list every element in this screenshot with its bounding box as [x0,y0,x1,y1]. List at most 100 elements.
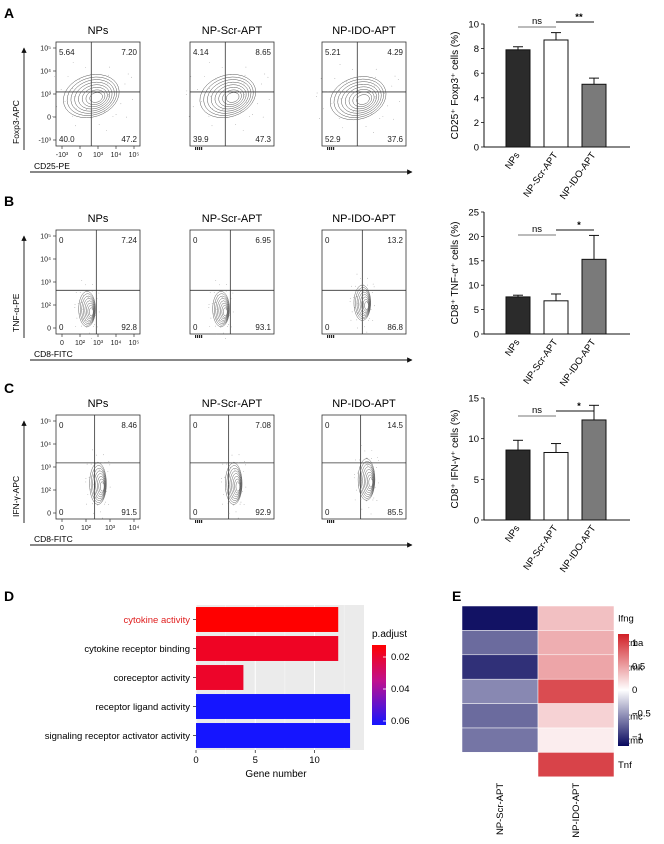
x-axis-label: CD25-PE [34,161,70,171]
heatmap-cell [461,703,539,729]
event-dot [127,73,129,75]
flow-row-a: NPs 5.64 7.20 40.0 47.2 10⁵ 10⁴ 10³ 0 -10³ -10³ 0 10… [11,25,413,175]
axis-mark [201,335,203,338]
axis-mark [195,147,197,150]
contour-ring [232,476,241,496]
event-dot [67,76,69,77]
contour-ring [367,474,374,490]
x-tick-label: 0 [60,340,64,347]
event-dot [96,298,98,300]
event-dot [81,318,83,320]
event-dot [334,78,336,79]
event-dot [338,117,340,119]
event-dot [373,497,375,499]
contour-ring [86,302,95,320]
contour-ring [356,289,371,318]
event-dot [209,292,211,293]
contour-ring [329,76,387,121]
event-dot [249,116,250,117]
event-dot [237,499,238,500]
event-dot [360,313,362,315]
event-dot [97,504,99,506]
gene-label: Gzma [618,638,644,649]
event-dot [72,115,73,117]
scale-tick-label: −0.5 [632,709,651,720]
event-dot [244,461,245,462]
event-dot [85,67,86,68]
event-dot [399,101,400,102]
event-dot [375,76,376,78]
plot-frame [189,41,275,147]
y-tick-label: 10 [468,434,479,445]
contour-ring [364,301,369,310]
bar [581,419,607,521]
y-tick-label: 10⁵ [40,234,51,241]
event-dot [228,512,230,514]
x-axis-label: CD8-FITC [34,534,73,544]
quadrant-top-right: 4.29 [387,48,403,57]
axis-mark [331,520,333,523]
event-dot [215,302,216,303]
enrichment-bar [196,607,339,632]
event-dot [74,304,76,306]
x-tick-label: 5 [253,755,258,766]
event-dot [106,490,108,492]
event-dot [85,481,87,483]
event-dot [372,283,374,285]
event-dot [217,294,218,296]
event-dot [352,69,353,70]
event-dot [75,292,77,293]
event-dot [373,85,375,87]
event-dot [241,478,242,480]
heatmap-cell [461,630,539,656]
contour-ring [235,481,241,492]
event-dot [107,471,109,472]
contour-ring [83,298,95,323]
event-dot [94,304,96,306]
contour-ring [352,91,373,107]
contour-ring [337,81,382,116]
contour-ring [70,79,115,114]
event-dot [104,111,105,113]
sample-title: NP-IDO-APT [332,398,396,410]
event-dot [252,114,253,115]
event-dot [367,302,368,304]
event-dot [97,326,98,328]
contour-ring [345,86,377,112]
quadrant-top-left: 0 [193,236,198,245]
event-dot [215,325,216,327]
contour-ring [78,291,96,327]
event-dot [393,118,394,120]
x-tick-label: 10⁵ [129,152,140,159]
scale-colorbar [618,634,629,746]
y-tick-label: 4 [474,93,479,104]
contour-ring [210,81,249,112]
event-dot [85,478,87,479]
category-label: NP-IDO-APT [558,523,599,574]
event-dot [197,89,198,91]
quadrant-bottom-left: 0 [325,323,330,332]
legend-tick-label: 0.06 [391,716,410,727]
y-tick-label: 10³ [41,280,52,287]
event-dot [370,466,372,468]
event-dot [345,81,347,83]
event-dot [244,95,246,97]
event-dot [105,478,107,480]
event-dot [353,477,355,479]
event-dot [231,326,232,328]
event-dot [94,466,95,468]
x-tick-label: 10³ [105,525,116,532]
quadrant-top-left: 5.64 [59,48,75,57]
x-tick-label: 10⁴ [111,340,122,347]
axis-mark [331,335,333,338]
y-tick-label: 0 [474,143,479,154]
event-dot [91,337,92,339]
y-tick-label: 8 [474,44,479,55]
event-dot [230,298,232,300]
event-dot [220,326,222,328]
x-tick-label: 0 [193,755,198,766]
x-axis-label: CD8-FITC [34,349,73,359]
enrichment-bar [196,636,339,661]
event-dot [102,462,104,464]
heatmap-cell [461,727,539,753]
